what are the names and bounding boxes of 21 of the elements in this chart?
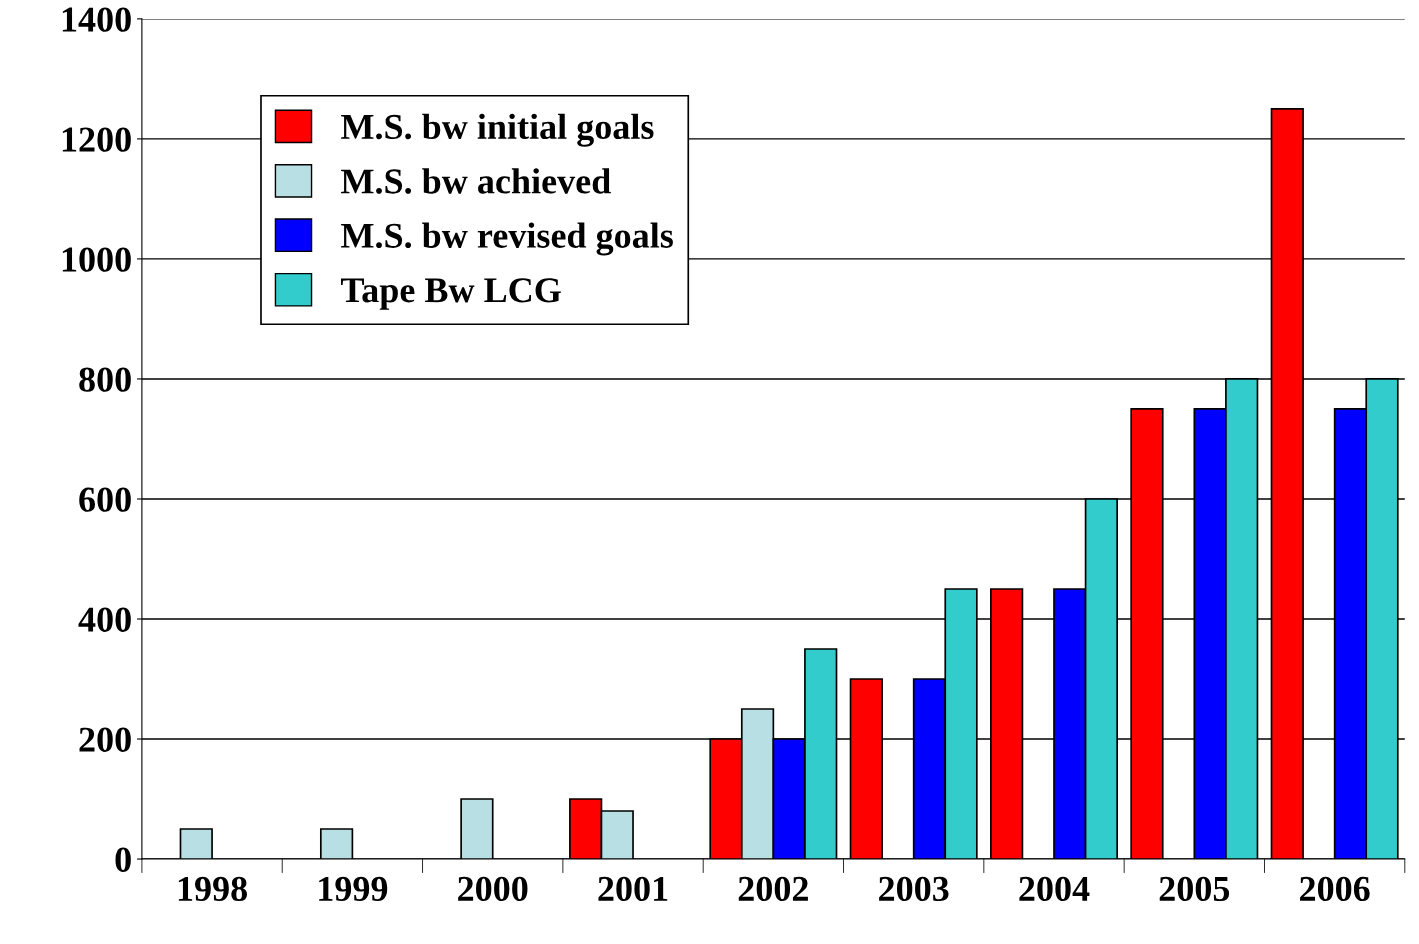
y-tick-label: 1200 xyxy=(62,127,131,152)
legend-label: M.S. bw revised goals xyxy=(341,222,673,256)
y-tick-label: 1400 xyxy=(62,7,131,32)
y-tick-label: 800 xyxy=(79,367,131,392)
x-tick-label: 2006 xyxy=(1300,876,1370,902)
y-tick-label: 600 xyxy=(79,487,131,512)
y-tick-label: 400 xyxy=(78,607,131,632)
y-tick-label: 200 xyxy=(79,727,131,752)
x-tick-label: 2000 xyxy=(458,876,528,902)
y-tick-label: 1000 xyxy=(62,247,131,272)
legend-label: Tape Bw LCG xyxy=(341,278,561,310)
x-tick-label: 1999 xyxy=(319,876,388,902)
x-tick-label: 2003 xyxy=(879,876,949,902)
legend-label: M.S. bw initial goals xyxy=(341,113,654,147)
x-tick-label: 1998 xyxy=(178,876,247,902)
x-tick-label: 2002 xyxy=(738,876,808,902)
x-tick-label: 2004 xyxy=(1019,876,1090,902)
legend-label: M.S. bw achieved xyxy=(341,168,611,194)
x-tick-label: 2005 xyxy=(1159,876,1230,902)
y-tick-label: 0 xyxy=(115,847,131,872)
x-tick-label: 2001 xyxy=(598,876,668,902)
